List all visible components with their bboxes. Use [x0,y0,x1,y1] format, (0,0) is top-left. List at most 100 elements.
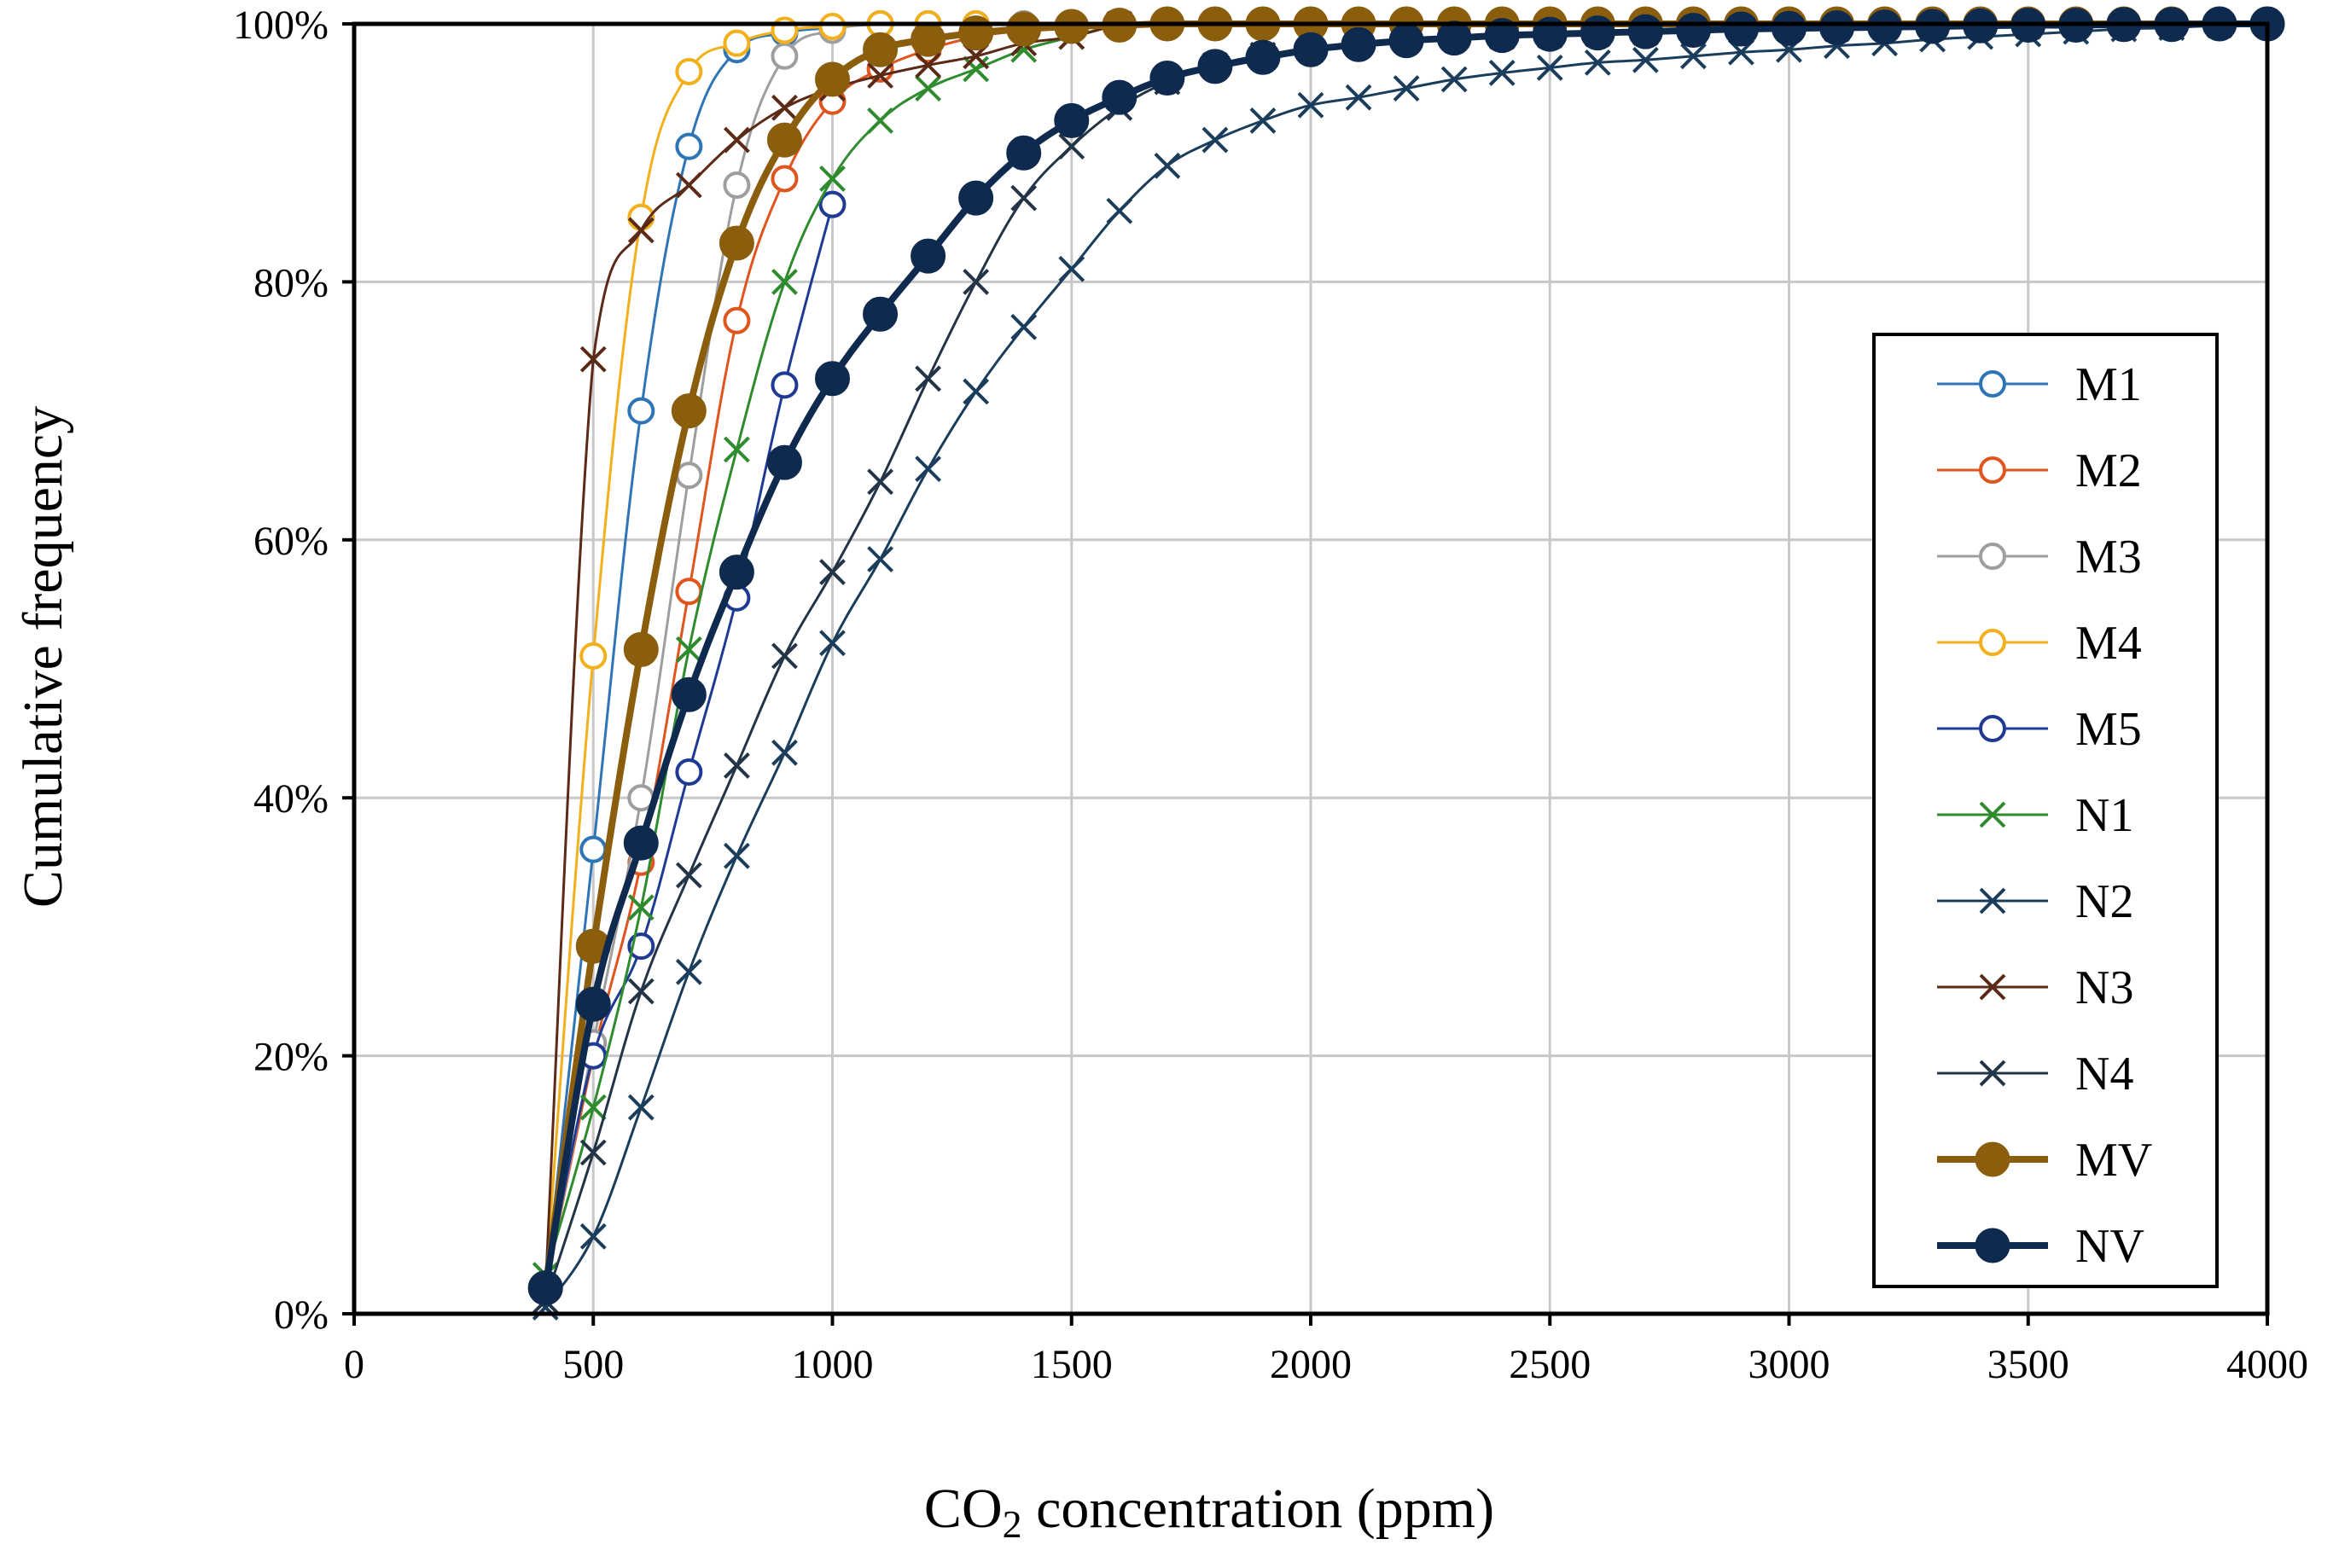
x-tick-label-2000: 2000 [1270,1342,1352,1387]
series-m2-point-800 [723,306,751,334]
x-tick-label-0: 0 [344,1342,364,1387]
series-nv-point-1100 [863,296,899,332]
series-nv-point-400 [527,1270,563,1306]
y-tick-label-100: 100% [233,3,329,48]
y-tick-label-60: 60% [253,519,329,564]
series-mv-point-1500 [1054,9,1090,44]
series-m5-point-900 [771,371,799,399]
series-mv-point-1200 [911,21,946,57]
legend-item-m5: M5 [1937,703,2142,756]
legend-m2-marker [1979,456,2006,484]
series-mv-point-900 [766,122,802,158]
legend-mv-label: MV [2075,1134,2152,1187]
series-n4-point-1000 [819,559,846,586]
series-nv-point-1300 [958,180,994,216]
x-tick-label-3500: 3500 [1987,1342,2069,1387]
legend-item-m2: M2 [1937,444,2142,497]
series-nv-point-2000 [1293,32,1329,67]
legend-m4-marker [1979,629,2006,656]
series-n2-point-2000 [1297,91,1324,119]
x-tick-label-500: 500 [562,1342,624,1387]
series-mv-point-1400 [1006,11,1042,47]
series-nv-point-1700 [1149,61,1185,96]
series-n1-point-1100 [867,107,893,134]
series-n2-point-1000 [819,630,846,657]
series-n2-point-1400 [1010,313,1038,340]
x-tick-label-3000: 3000 [1748,1342,1830,1387]
legend-nv-label: NV [2075,1220,2144,1273]
series-m4-point-500 [579,642,608,670]
series-n4-point-1500 [1058,133,1085,160]
series-n4-point-900 [771,642,798,670]
series-mv-point-800 [719,225,754,261]
series-n2-point-2400 [1488,60,1516,86]
legend-m4-label: M4 [2075,617,2142,670]
series-nv-point-3100 [1819,10,1855,46]
series-n2-point-1300 [963,378,990,405]
series-n2-point-1700 [1154,152,1181,179]
y-axis-title: Cumulative frequency [12,406,74,908]
legend-n3-marker [1979,973,2006,1001]
series-n1-point-500 [579,1094,607,1121]
series-m3-point-700 [675,462,703,490]
series-nv-point-2600 [1580,15,1615,51]
legend-mv-marker [1975,1141,2010,1177]
x-axis-title-subscript: 2 [1003,1502,1022,1546]
series-nv-point-500 [575,986,611,1022]
series-m1-point-500 [579,835,608,863]
series-nv-point-2200 [1388,23,1424,59]
series-nv-point-2100 [1341,26,1376,62]
legend-item-nv: NV [1937,1220,2144,1273]
x-axis-title-suffix: concentration (ppm) [1022,1478,1494,1540]
series-nv-point-3000 [1772,10,1807,46]
series-n1-point-1000 [819,166,846,192]
legend-item-n2: N2 [1937,875,2133,928]
series-n2-point-1500 [1058,255,1085,282]
series-nv [527,6,2285,1306]
series-n2-point-2500 [1536,54,1563,81]
series-n4-point-1200 [915,365,942,392]
series-nv-point-1800 [1197,49,1233,84]
axis-ticks [342,22,2269,1326]
series-n4-point-1400 [1010,184,1038,212]
legend-n1-marker [1979,801,2006,828]
legend-n4-label: N4 [2075,1048,2133,1101]
y-tick-label-0: 0% [274,1292,329,1338]
series-n1-point-1200 [915,75,942,102]
series-mv-point-1000 [815,61,850,97]
series-mv-point-700 [671,393,707,429]
legend-n2-label: N2 [2075,875,2133,928]
series-n2-point-900 [771,739,798,766]
legend-item-n1: N1 [1937,789,2133,842]
legend-frame [1872,333,2219,1288]
series-n1-point-800 [723,436,750,463]
series-n2-point-2800 [1679,43,1707,70]
series-n3-point-600 [627,217,655,244]
x-tick-label-2500: 2500 [1509,1342,1591,1387]
series-n2-point-2600 [1584,49,1611,76]
series-m1-point-600 [627,397,655,425]
series-n2-point-500 [579,1222,607,1250]
x-tick-label-4000: 4000 [2226,1342,2308,1387]
series-n2-point-2100 [1345,84,1372,111]
series-nv-point-2300 [1436,20,1472,56]
legend-m3-label: M3 [2075,531,2142,584]
legend-n2-marker [1979,887,2006,915]
series-mv-point-1300 [958,15,994,51]
series-m3-point-900 [771,42,799,70]
series-m4-point-700 [675,57,703,85]
legend-nv-marker [1975,1228,2010,1263]
series-nv-point-3200 [1867,9,1903,45]
legend-m2-label: M2 [2075,444,2142,497]
series-n2-point-600 [627,1094,655,1121]
series-m2-point-900 [771,165,799,193]
series-n3-point-1200 [915,51,942,78]
series-m2-point-700 [675,578,703,606]
legend-item-n3: N3 [1937,961,2133,1014]
series-n4-point-700 [675,862,702,889]
series-n3-point-1100 [867,62,893,89]
series-nv-point-1200 [911,238,946,274]
series-n2-point-1100 [867,546,893,572]
series-nv-point-2900 [1723,11,1759,47]
